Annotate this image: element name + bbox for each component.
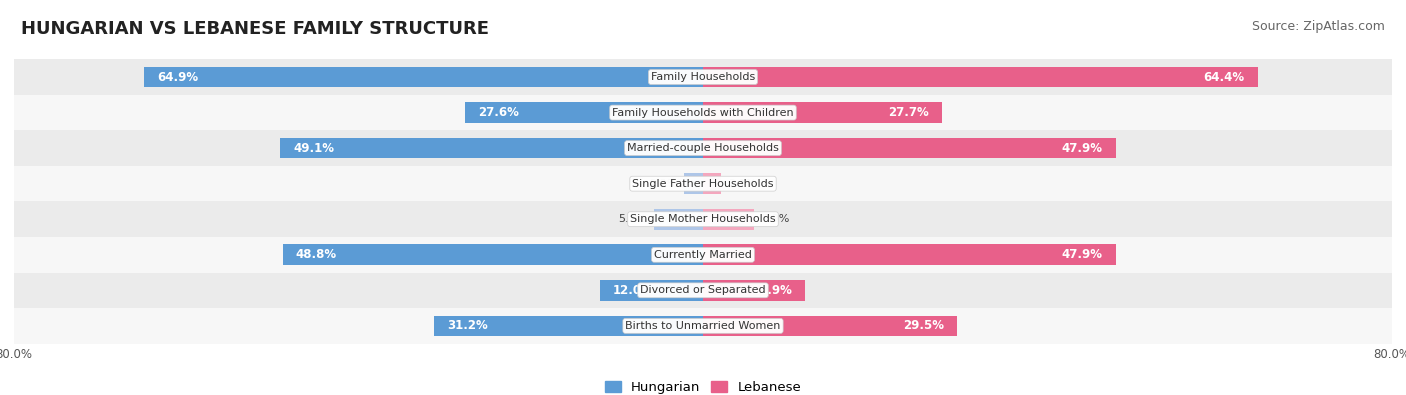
Bar: [434, 316, 703, 336]
Text: 5.9%: 5.9%: [761, 214, 789, 224]
Text: HUNGARIAN VS LEBANESE FAMILY STRUCTURE: HUNGARIAN VS LEBANESE FAMILY STRUCTURE: [21, 20, 489, 38]
Legend: Hungarian, Lebanese: Hungarian, Lebanese: [599, 376, 807, 395]
Bar: [14, 95, 1392, 130]
Text: 2.2%: 2.2%: [648, 179, 678, 189]
Bar: [465, 102, 703, 123]
Text: 31.2%: 31.2%: [447, 320, 488, 332]
Bar: [599, 280, 703, 301]
Bar: [14, 201, 1392, 237]
Bar: [703, 102, 942, 123]
Text: 64.4%: 64.4%: [1204, 71, 1244, 83]
Text: 27.7%: 27.7%: [887, 106, 928, 119]
Bar: [14, 59, 1392, 95]
Bar: [14, 166, 1392, 201]
Text: 29.5%: 29.5%: [903, 320, 945, 332]
Bar: [14, 308, 1392, 344]
Bar: [654, 209, 703, 229]
Text: 12.0%: 12.0%: [613, 284, 654, 297]
Bar: [685, 173, 703, 194]
Bar: [703, 209, 754, 229]
Bar: [283, 245, 703, 265]
Bar: [703, 280, 806, 301]
Text: Births to Unmarried Women: Births to Unmarried Women: [626, 321, 780, 331]
Text: 2.1%: 2.1%: [728, 179, 756, 189]
Bar: [703, 173, 721, 194]
Bar: [14, 237, 1392, 273]
Bar: [280, 138, 703, 158]
Bar: [14, 130, 1392, 166]
Bar: [703, 316, 957, 336]
Text: 5.7%: 5.7%: [619, 214, 647, 224]
Text: 47.9%: 47.9%: [1062, 142, 1102, 154]
Text: 47.9%: 47.9%: [1062, 248, 1102, 261]
Text: Currently Married: Currently Married: [654, 250, 752, 260]
Text: 64.9%: 64.9%: [157, 71, 198, 83]
Text: 49.1%: 49.1%: [292, 142, 335, 154]
Text: Family Households with Children: Family Households with Children: [612, 107, 794, 118]
Bar: [703, 245, 1115, 265]
Text: 27.6%: 27.6%: [478, 106, 519, 119]
Text: Family Households: Family Households: [651, 72, 755, 82]
Text: 11.9%: 11.9%: [752, 284, 793, 297]
Text: Married-couple Households: Married-couple Households: [627, 143, 779, 153]
Bar: [14, 273, 1392, 308]
Text: Single Mother Households: Single Mother Households: [630, 214, 776, 224]
Text: 48.8%: 48.8%: [295, 248, 337, 261]
Text: Source: ZipAtlas.com: Source: ZipAtlas.com: [1251, 20, 1385, 33]
Bar: [703, 67, 1257, 87]
Text: Single Father Households: Single Father Households: [633, 179, 773, 189]
Bar: [143, 67, 703, 87]
Text: Divorced or Separated: Divorced or Separated: [640, 285, 766, 295]
Bar: [703, 138, 1115, 158]
